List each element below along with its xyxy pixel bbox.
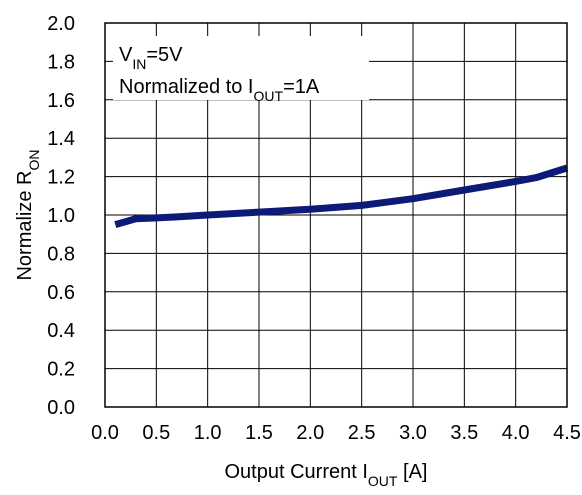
annotation-box [113,36,369,100]
x-tick-label: 4.5 [553,422,581,444]
y-tick-label: 2.0 [47,13,75,35]
annotation-line-2: Normalized to IOUT=1A [119,76,320,104]
y-tick-label: 0.6 [47,282,75,304]
y-tick-label: 1.4 [47,128,75,150]
x-tick-label: 1.0 [194,422,222,444]
y-tick-label: 0.4 [47,320,75,342]
x-tick-label: 0.0 [91,422,119,444]
x-tick-label: 4.0 [502,422,530,444]
annotation-line-1: VIN=5V [119,44,183,72]
plot-frame [104,22,568,408]
x-tick-label: 2.5 [348,422,376,444]
series-layer [114,164,569,228]
series-line [114,164,569,228]
annotation-layer: VIN=5V Normalized to IOUT=1A [119,44,320,104]
y-tick-label: 1.8 [47,51,75,73]
x-tick-label: 3.0 [399,422,427,444]
tick-labels: 0.0 0.5 1.0 1.5 2.0 2.5 3.0 3.5 4.0 4.5 0.0 0.2 0.4 0… [47,13,581,444]
y-tick-label: 0.0 [47,397,75,419]
y-tick-label: 1.6 [47,90,75,112]
y-tick-label: 1.2 [47,167,75,189]
x-tick-label: 3.5 [450,422,478,444]
y-tick-label: 0.8 [47,243,75,265]
x-axis-title: Output Current IOUT [A] [225,461,428,489]
x-tick-label: 0.5 [142,422,170,444]
x-tick-label: 2.0 [296,422,324,444]
y-axis-title: Normalize RON [14,149,42,280]
x-tick-label: 1.5 [245,422,273,444]
y-tick-label: 1.0 [47,205,75,227]
y-tick-label: 0.2 [47,359,75,381]
axis-labels: Output Current IOUT [A] Normalize RON [14,149,427,489]
